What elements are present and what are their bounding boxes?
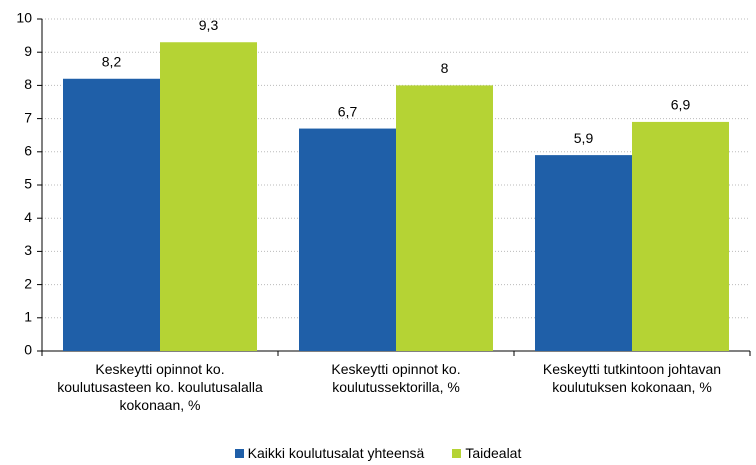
legend-label: Taidealat (465, 445, 522, 461)
y-tick-label: 4 (24, 209, 32, 225)
data-label: 5,9 (574, 130, 594, 146)
y-tick-label: 0 (24, 342, 32, 358)
data-label: 6,7 (338, 103, 358, 119)
x-tick-label: Keskeytti tutkintoon johtavan koulutukse… (542, 361, 722, 395)
legend-item: Kaikki koulutusalat yhteensä (234, 445, 425, 461)
data-label: 9,3 (199, 17, 219, 33)
data-label: 8 (441, 60, 449, 76)
y-tick-label: 1 (24, 309, 32, 325)
bar (535, 155, 632, 351)
data-label: 8,2 (102, 53, 122, 69)
y-tick-label: 5 (24, 176, 32, 192)
y-tick-label: 8 (24, 76, 32, 92)
legend-label: Kaikki koulutusalat yhteensä (247, 445, 425, 461)
y-tick-label: 7 (24, 109, 32, 125)
legend-item: Taidealat (452, 445, 521, 461)
y-tick-label: 3 (24, 242, 32, 258)
legend-swatch (234, 449, 244, 458)
x-tick-label: Keskeytti opinnot ko. koulutussektorilla… (331, 361, 461, 395)
bar (299, 128, 396, 351)
bar (632, 121, 729, 351)
y-tick-label: 9 (24, 43, 32, 59)
data-label: 6,9 (671, 97, 691, 113)
y-tick-label: 2 (24, 275, 32, 291)
y-tick-label: 10 (16, 10, 32, 26)
bar (160, 42, 257, 352)
legend: Kaikki koulutusalat yhteensä Taidealat (0, 445, 756, 461)
x-tick-label: Keskeytti opinnot ko. koulutusasteen ko.… (57, 361, 263, 413)
bar (63, 78, 160, 351)
y-tick-label: 6 (24, 143, 32, 159)
legend-swatch (452, 449, 462, 458)
bar (396, 85, 493, 352)
